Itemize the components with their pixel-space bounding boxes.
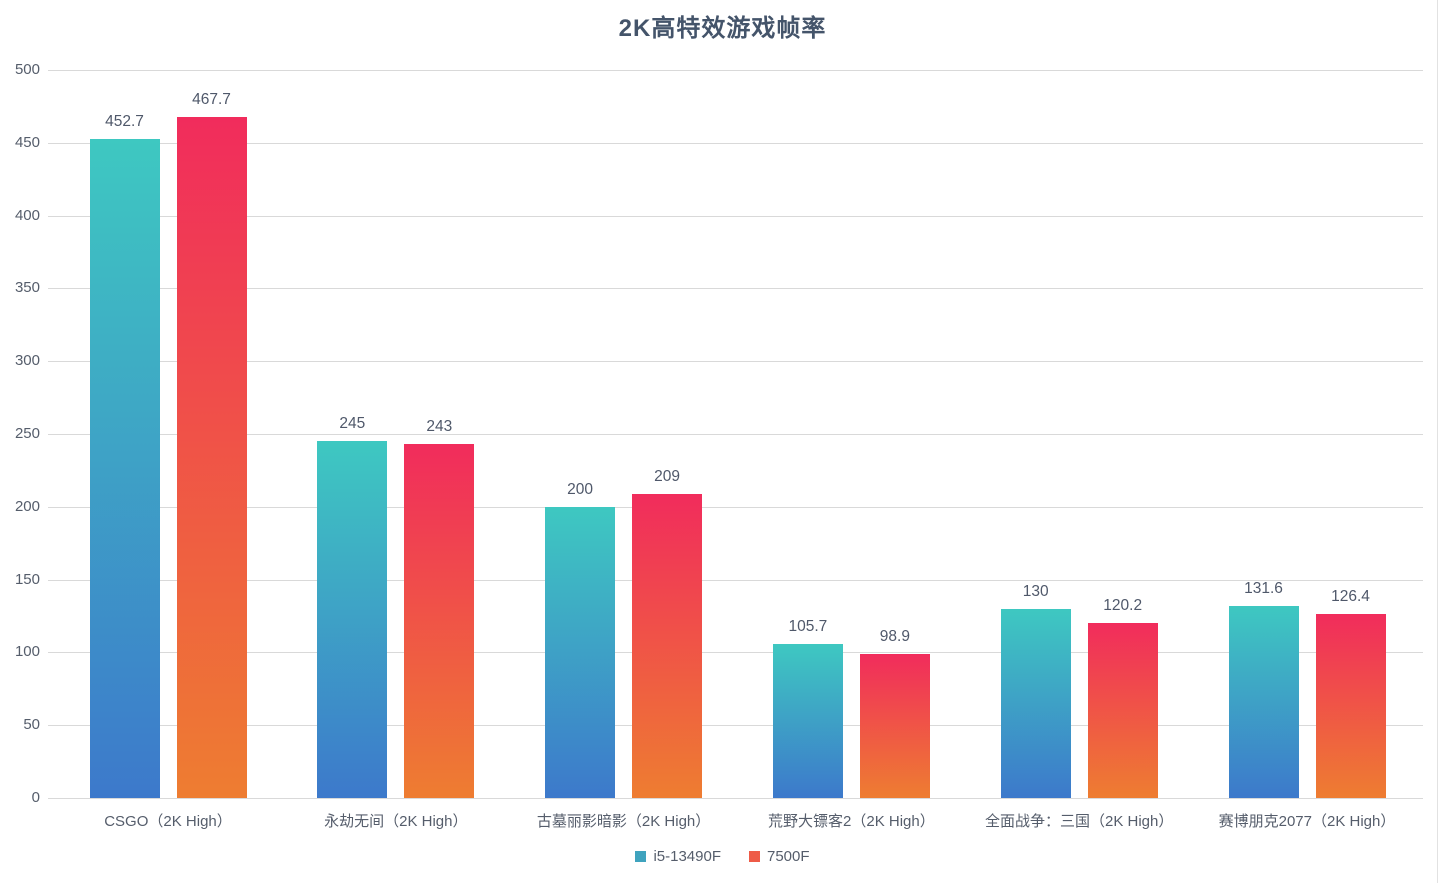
gridline — [48, 434, 1423, 435]
category-label-6: 赛博朋克2077（2K High） — [1218, 813, 1396, 830]
bar-7500F-5 — [1087, 622, 1158, 798]
legend-item-7500F: 7500F — [749, 848, 810, 865]
y-axis-tick-label: 100 — [14, 643, 40, 661]
data-label-7500F-6: 126.4 — [1331, 587, 1370, 605]
data-label-7500F-2: 243 — [426, 418, 453, 436]
gridline — [48, 652, 1423, 654]
data-label-i5-13490F-5: 130 — [1022, 582, 1049, 600]
bar-7500F-4 — [859, 654, 930, 798]
category-label-3: 古墓丽影暗影（2K High） — [536, 813, 711, 830]
legend-label: 7500F — [767, 848, 810, 865]
data-label-7500F-1: 467.7 — [192, 91, 231, 109]
bar-i5-13490F-6 — [1228, 606, 1299, 798]
legend-label: i5-13490F — [653, 848, 721, 865]
legend-swatch-icon — [749, 851, 760, 862]
y-axis-tick-label: 400 — [14, 206, 40, 224]
category-label-1: CSGO（2K High） — [104, 813, 232, 830]
bar-7500F-2 — [404, 444, 475, 798]
gridline — [48, 798, 1423, 799]
y-axis-tick-label: 350 — [14, 279, 40, 297]
category-label-2: 永劫无间（2K High） — [324, 813, 468, 830]
bar-7500F-3 — [632, 493, 703, 798]
window-right-border — [1437, 0, 1438, 883]
bar-7500F-6 — [1315, 613, 1386, 798]
bar-i5-13490F-2 — [317, 441, 388, 798]
y-axis-tick-label: 0 — [31, 789, 40, 806]
y-axis-tick-label: 500 — [14, 61, 40, 78]
gridline — [48, 215, 1423, 217]
data-label-i5-13490F-6: 131.6 — [1244, 580, 1283, 598]
category-label-5: 全面战争：三国（2K High） — [985, 813, 1174, 830]
bar-7500F-1 — [176, 117, 247, 798]
gridline — [48, 506, 1423, 508]
gridline — [48, 361, 1423, 363]
chart-title: 2K高特效游戏帧率 — [618, 15, 827, 42]
y-axis-tick-label: 450 — [14, 133, 40, 151]
bar-i5-13490F-4 — [772, 644, 843, 798]
data-label-i5-13490F-1: 452.7 — [105, 112, 144, 130]
data-label-7500F-5: 120.2 — [1103, 596, 1143, 614]
data-label-7500F-4: 98.9 — [879, 628, 910, 645]
bar-i5-13490F-3 — [545, 506, 616, 798]
bar-i5-13490F-5 — [1000, 608, 1071, 798]
data-label-i5-13490F-4: 105.7 — [788, 618, 828, 636]
y-axis-tick-label: 50 — [23, 716, 40, 734]
category-label-4: 荒野大镖客2（2K High） — [768, 813, 935, 830]
gridline — [48, 579, 1423, 581]
gridline — [48, 288, 1423, 290]
gridline — [48, 70, 1423, 71]
y-axis-tick-label: 200 — [14, 497, 40, 515]
gridline — [48, 142, 1423, 144]
legend-item-i5-13490F: i5-13490F — [635, 848, 721, 865]
bar-i5-13490F-1 — [89, 138, 160, 798]
y-axis-tick-label: 250 — [14, 425, 40, 442]
data-label-i5-13490F-2: 245 — [339, 415, 366, 433]
data-label-i5-13490F-3: 200 — [567, 480, 594, 498]
legend-swatch-icon — [635, 851, 647, 862]
data-label-7500F-3: 209 — [654, 467, 681, 485]
legend: i5-13490F 7500F — [0, 848, 1445, 865]
y-axis-tick-label: 150 — [14, 570, 40, 588]
gridline — [48, 725, 1423, 727]
y-axis-tick-label: 300 — [14, 352, 40, 370]
